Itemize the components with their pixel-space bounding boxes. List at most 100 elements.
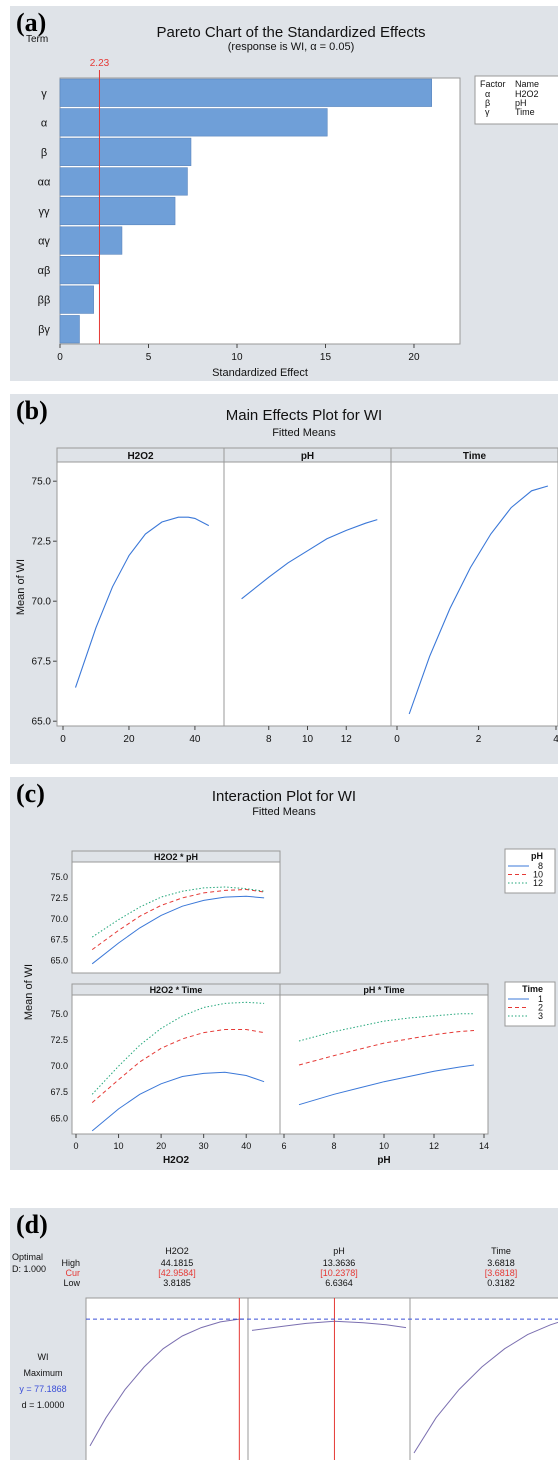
x-tick-label-1-1: 10 xyxy=(114,1141,124,1151)
facet-label-0: H2O2 xyxy=(127,451,154,462)
subplot-strip-0 xyxy=(71,850,281,863)
legend-box-0 xyxy=(504,848,556,894)
plot-area xyxy=(85,1297,558,1460)
y-tick-label-0: 65.0 xyxy=(32,717,52,728)
chart-title: Main Effects Plot for WI xyxy=(226,407,382,424)
factor-high-2: 3.6818 xyxy=(487,1258,515,1268)
x-tick-label-1-0: 0 xyxy=(73,1141,78,1151)
legend-factor-1: β xyxy=(485,98,490,108)
effect-line-1 xyxy=(241,519,378,600)
factor-high-1: 13.3636 xyxy=(323,1258,356,1268)
bar-7 xyxy=(59,285,94,314)
x-tick-label-1: 5 xyxy=(146,352,152,363)
x-tick-label-2-1: 8 xyxy=(331,1141,336,1151)
y-tick-label-2: 70.0 xyxy=(32,597,52,608)
facet-strip-2 xyxy=(390,447,558,463)
bar-3 xyxy=(59,167,188,196)
y-tick-label-1-2: 70.0 xyxy=(50,1061,68,1071)
facet-1 xyxy=(223,447,392,727)
subplot-label-2: pH * Time xyxy=(363,985,404,995)
y-tick-label-1-4: 75.0 xyxy=(50,1009,68,1019)
factor-name-1: pH xyxy=(333,1246,345,1256)
factor-cur-2: [3.6818] xyxy=(485,1268,518,1278)
chart-subtitle: (response is WI, α = 0.05) xyxy=(228,41,355,53)
response-y: y = 77.1868 xyxy=(19,1384,66,1394)
series-line-2-2 xyxy=(298,1013,474,1042)
x-tick-label-0: 0 xyxy=(57,352,63,363)
category-label-0: γ xyxy=(41,88,47,100)
chart-subtitle: Fitted Means xyxy=(252,806,316,818)
legend-title-1: Time xyxy=(522,984,543,994)
main-effects-chart: Main Effects Plot for WI Fitted Means Mean… xyxy=(15,407,558,745)
optimization-plot-panel: (d) Optimal D: 1.000 High Cur Low WI Maximum y … xyxy=(10,1208,558,1460)
x-tick-label-0-1: 20 xyxy=(123,734,135,745)
bar-2 xyxy=(59,137,192,166)
row-label-0: High xyxy=(61,1258,80,1268)
facet-0 xyxy=(56,447,225,727)
category-label-7: ββ xyxy=(38,295,51,307)
row-label-2: Low xyxy=(63,1278,80,1288)
optimal-label: Optimal xyxy=(12,1252,43,1262)
y-axis-label: Mean of WI xyxy=(15,559,27,615)
legend-item-0-2: 12 xyxy=(533,878,543,888)
facet-label-2: Time xyxy=(463,451,487,462)
x-tick-label-1-0: 8 xyxy=(266,734,272,745)
series-line-0-0 xyxy=(91,895,265,965)
bar-1 xyxy=(59,108,328,137)
chart-title: Pareto Chart of the Standardized Effects xyxy=(156,24,425,41)
bar-6 xyxy=(59,256,100,285)
reference-label: 2.23 xyxy=(90,58,110,69)
y-axis-label: Mean of WI xyxy=(23,964,35,1020)
series-line-2-1 xyxy=(298,1030,475,1066)
panel-label-c: (c) xyxy=(16,779,45,808)
bar-0 xyxy=(59,78,432,107)
subplot-label-0: H2O2 * pH xyxy=(154,852,198,862)
x-tick-label-0-2: 40 xyxy=(189,734,201,745)
legend-factor-0: α xyxy=(485,89,490,99)
y-tick-label-0-1: 67.5 xyxy=(50,935,68,945)
panel-label-d: (d) xyxy=(16,1210,48,1239)
effect-line-2 xyxy=(408,485,549,715)
legend-item-0-1: 10 xyxy=(533,870,543,880)
desirability-curve-2 xyxy=(413,1321,558,1454)
legend-item-1-1: 2 xyxy=(538,1003,543,1013)
x-tick-label-2-1: 2 xyxy=(476,734,482,745)
subplot-1 xyxy=(71,983,281,1135)
legend-name-0: H2O2 xyxy=(515,89,539,99)
bar-4 xyxy=(59,196,176,226)
legend-box xyxy=(474,75,558,125)
main-effects-panel: (b) Main Effects Plot for WI Fitted Means… xyxy=(10,394,558,764)
x-tick-label-2-4: 14 xyxy=(479,1141,489,1151)
category-label-8: βγ xyxy=(38,324,50,336)
x-tick-label-1-2: 20 xyxy=(156,1141,166,1151)
pareto-chart-panel: (a) Pareto Chart of the Standardized Eff… xyxy=(10,6,558,381)
y-tick-label-1-1: 67.5 xyxy=(50,1087,68,1097)
factor-cur-1: [10.2378] xyxy=(320,1268,358,1278)
chart-title: Interaction Plot for WI xyxy=(212,788,356,805)
y-tick-label-4: 75.0 xyxy=(32,477,52,488)
x-axis-label-2: pH xyxy=(377,1155,390,1166)
x-tick-label-2-0: 6 xyxy=(281,1141,286,1151)
factor-name-0: H2O2 xyxy=(165,1246,189,1256)
legend-box-1 xyxy=(504,981,556,1027)
x-tick-label-3: 15 xyxy=(320,352,332,363)
factor-low-1: 6.6364 xyxy=(325,1278,353,1288)
y-tick-label-0-4: 75.0 xyxy=(50,872,68,882)
legend-header-factor: Factor xyxy=(480,79,506,89)
x-tick-label-1-4: 40 xyxy=(241,1141,251,1151)
series-line-1-1 xyxy=(91,1029,265,1103)
legend-item-0-0: 8 xyxy=(538,861,543,871)
legend-item-1-0: 1 xyxy=(538,994,543,1004)
x-axis-label: Standardized Effect xyxy=(212,367,308,379)
factor-low-2: 0.3182 xyxy=(487,1278,515,1288)
y-tick-label-0-3: 72.5 xyxy=(50,893,68,903)
category-label-2: β xyxy=(41,147,47,159)
subplot-strip-2 xyxy=(279,983,489,996)
desirability-label: D: 1.000 xyxy=(12,1264,46,1274)
desirability-curve-0 xyxy=(89,1318,244,1447)
factor-cur-0: [42.9584] xyxy=(158,1268,196,1278)
x-axis-label-1: H2O2 xyxy=(163,1155,190,1166)
legend-title-0: pH xyxy=(531,851,543,861)
